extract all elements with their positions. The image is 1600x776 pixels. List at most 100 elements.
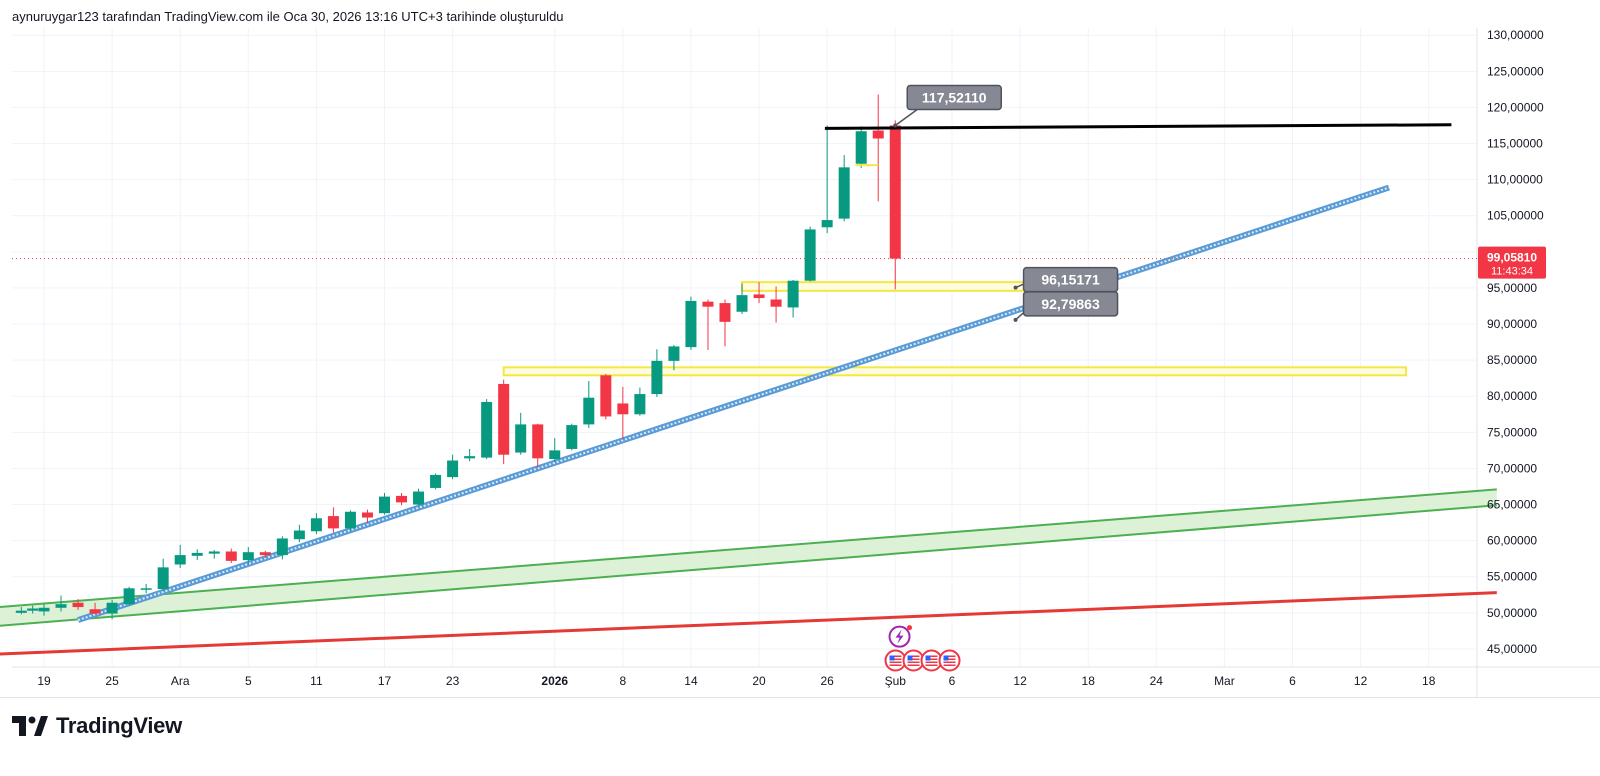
candle-body-up[interactable] [685, 300, 697, 348]
candle-body-up[interactable] [634, 394, 646, 415]
candle-body-up[interactable] [276, 538, 288, 556]
candle-body-up[interactable] [157, 567, 169, 590]
candle-body-down[interactable] [361, 512, 373, 518]
price-axis-label: 55,00000 [1487, 570, 1537, 584]
price-callout-text: 117,52110 [922, 89, 987, 105]
candle-body-up[interactable] [344, 511, 356, 529]
candle-body-up[interactable] [838, 167, 850, 219]
candle-body-up[interactable] [140, 588, 152, 590]
candle-body-down[interactable] [770, 299, 782, 307]
support-zone-rectangle[interactable] [502, 366, 1407, 377]
candle-body-up[interactable] [464, 456, 476, 459]
time-axis-label: 18 [1422, 674, 1436, 688]
time-axis-label: Mar [1214, 674, 1235, 688]
time-axis-label: 25 [105, 674, 119, 688]
flag-canton [925, 655, 931, 661]
tradingview-logo: TradingView [12, 713, 182, 739]
candle-body-up[interactable] [15, 610, 27, 613]
callout-anchor [893, 123, 898, 128]
us-flag-icon[interactable] [938, 649, 961, 672]
time-axis-label: 18 [1082, 674, 1096, 688]
candle-body-up[interactable] [668, 346, 680, 361]
flag-stripe [907, 655, 920, 658]
candle-body-up[interactable] [38, 607, 50, 612]
price-axis-label: 90,00000 [1487, 317, 1537, 331]
candle-body-up[interactable] [481, 402, 493, 458]
candle-body-down[interactable] [532, 424, 544, 459]
flag-stripe [925, 655, 938, 658]
tradingview-wordmark: TradingView [56, 713, 182, 738]
blue-trendline[interactable] [77, 184, 1390, 623]
candle-body-up[interactable] [804, 229, 816, 281]
candle-body-down[interactable] [327, 516, 339, 529]
candle-body-down[interactable] [872, 130, 884, 139]
candle-body-up[interactable] [583, 397, 595, 425]
candle-body-up[interactable] [208, 551, 220, 554]
candle-body-up[interactable] [191, 552, 203, 556]
candle-body-down[interactable] [753, 294, 765, 299]
price-axis-label: 50,00000 [1487, 606, 1537, 620]
candle-body-up[interactable] [242, 552, 254, 561]
price-axis-label: 70,00000 [1487, 461, 1537, 475]
candle-body-down[interactable] [702, 301, 714, 307]
red-trendline[interactable] [0, 591, 1497, 656]
candle-body-down[interactable] [889, 125, 901, 259]
flag-stripe [943, 661, 956, 664]
tradingview-logo-icon [12, 716, 48, 736]
candle-body-up[interactable] [123, 588, 135, 605]
time-axis-label: 20 [752, 674, 766, 688]
resistance-line[interactable] [824, 123, 1452, 130]
bar-countdown: 11:43:34 [1491, 266, 1533, 278]
candle-body-up[interactable] [27, 608, 39, 611]
time-axis-label: Ara [171, 674, 190, 688]
candle-body-down[interactable] [89, 609, 101, 614]
price-callout-box[interactable] [906, 84, 1002, 111]
flag-stripe [907, 658, 920, 661]
candle-body-up[interactable] [55, 604, 67, 608]
candle-body-up[interactable] [430, 474, 442, 488]
time-axis-label: 5 [245, 674, 252, 688]
candle-body-up[interactable] [566, 425, 578, 449]
green-channel-upper-line[interactable] [0, 488, 1497, 608]
candle-body-down[interactable] [498, 383, 510, 455]
candle-body-down[interactable] [225, 551, 237, 561]
time-axis-label: 12 [1013, 674, 1027, 688]
candle-body-down[interactable] [617, 403, 629, 415]
candle-body-up[interactable] [855, 131, 867, 164]
flag-stripe [889, 661, 902, 664]
time-axis-label: 6 [949, 674, 956, 688]
candle-body-up[interactable] [515, 424, 527, 453]
candle-body-up[interactable] [310, 518, 322, 532]
candle-body-up[interactable] [447, 460, 459, 478]
price-axis-label: 75,00000 [1487, 425, 1537, 439]
callout-anchor [1013, 317, 1018, 322]
candle-body-up[interactable] [651, 360, 663, 395]
candle-body-up[interactable] [736, 295, 748, 312]
candle-body-down[interactable] [719, 303, 731, 322]
candle-body-up[interactable] [293, 530, 305, 540]
current-price-tag[interactable] [1478, 246, 1546, 279]
flag-stripe [943, 664, 956, 667]
candle-body-up[interactable] [549, 450, 561, 460]
candle-body-up[interactable] [106, 602, 118, 614]
candle-body-up[interactable] [379, 496, 390, 514]
time-axis-label: 19 [37, 674, 51, 688]
time-axis-label: Şub [885, 674, 907, 688]
candle-body-up[interactable] [413, 491, 425, 505]
candle-body-down[interactable] [259, 552, 271, 556]
price-callout-box[interactable] [1022, 291, 1119, 317]
green-channel-lower-line[interactable] [0, 504, 1497, 627]
price-axis-label: 85,00000 [1487, 353, 1537, 367]
time-axis-label: 12 [1354, 674, 1368, 688]
price-chart[interactable]: 117,52110 96,15171 92,79863 130,00000 125,00… [0, 0, 1600, 700]
time-axis-label: 23 [446, 674, 460, 688]
candle-body-down[interactable] [600, 375, 612, 417]
candle-body-down[interactable] [72, 602, 84, 608]
candle-body-up[interactable] [174, 555, 186, 565]
flag-canton [889, 655, 895, 661]
candle-body-up[interactable] [787, 280, 799, 308]
time-axis-label: 26 [820, 674, 834, 688]
candle-body-up[interactable] [821, 220, 833, 228]
candle-body-down[interactable] [396, 495, 408, 503]
callout-pointer [894, 108, 918, 127]
